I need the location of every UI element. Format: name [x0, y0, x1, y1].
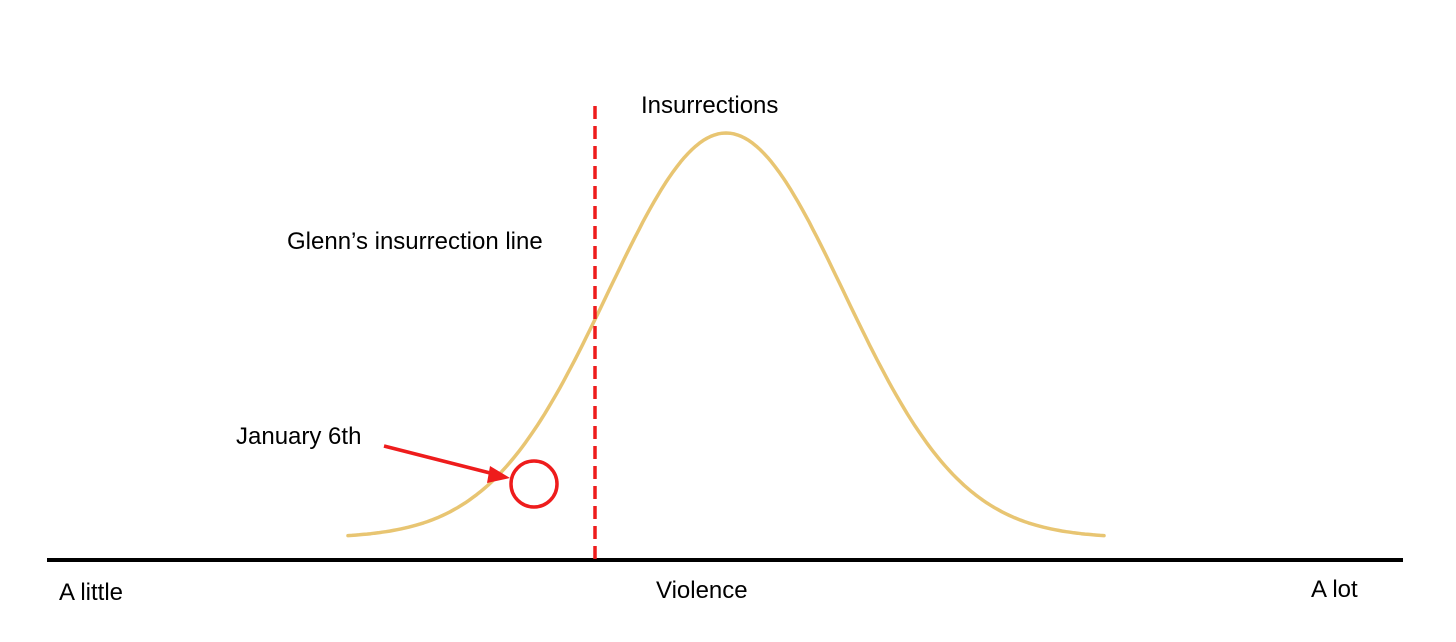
january-6th-highlight-circle: [509, 459, 559, 509]
axis-right-label: A lot: [1311, 576, 1358, 603]
arrow-head-icon: [487, 466, 510, 483]
insurrections-bell-curve: [346, 131, 1106, 538]
curve-label: Insurrections: [641, 92, 779, 119]
axis-center-label: Violence: [656, 577, 748, 604]
highlight-point-label: January 6th: [236, 423, 362, 450]
annotation-arrow: [383, 444, 495, 476]
axis-left-label: A little: [59, 579, 124, 606]
threshold-line-label: Glenn’s insurrection line: [287, 228, 543, 255]
